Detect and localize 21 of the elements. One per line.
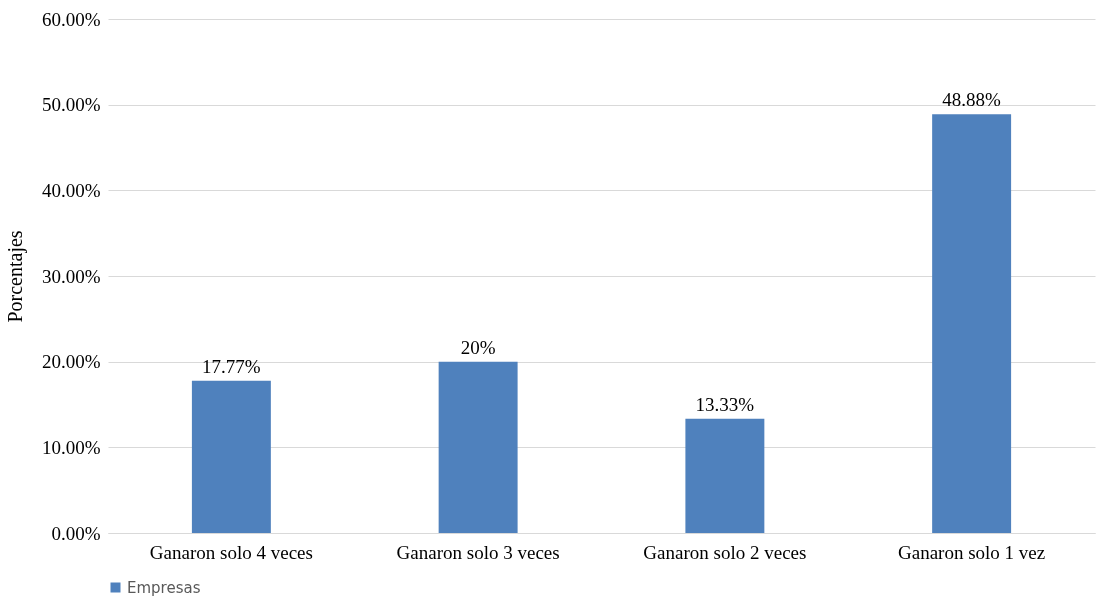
x-tick-label: Ganaron solo 1 vez — [898, 541, 1046, 563]
x-tick-label: Ganaron solo 2 veces — [643, 541, 807, 563]
y-tick-label: 60.00% — [41, 8, 101, 30]
x-tick-label: Ganaron solo 3 veces — [396, 541, 560, 563]
bar — [685, 418, 765, 533]
y-tick-label: 0.00% — [51, 522, 101, 544]
y-tick-label: 30.00% — [41, 265, 101, 287]
bar — [438, 361, 518, 533]
y-axis-title: Porcentajes — [3, 230, 27, 323]
data-label: 13.33% — [695, 393, 755, 415]
data-label: 48.88% — [942, 89, 1002, 111]
bar — [191, 380, 271, 533]
data-label: 20% — [460, 336, 496, 358]
bar — [932, 114, 1012, 533]
y-tick-label: 40.00% — [41, 179, 101, 201]
data-label: 17.77% — [202, 355, 261, 377]
y-tick-label: 50.00% — [41, 94, 101, 116]
legend-label: Empresas — [127, 578, 201, 597]
x-tick-label: Ganaron solo 4 veces — [149, 541, 313, 563]
y-tick-label: 20.00% — [41, 351, 101, 373]
y-tick-label: 10.00% — [41, 436, 101, 458]
